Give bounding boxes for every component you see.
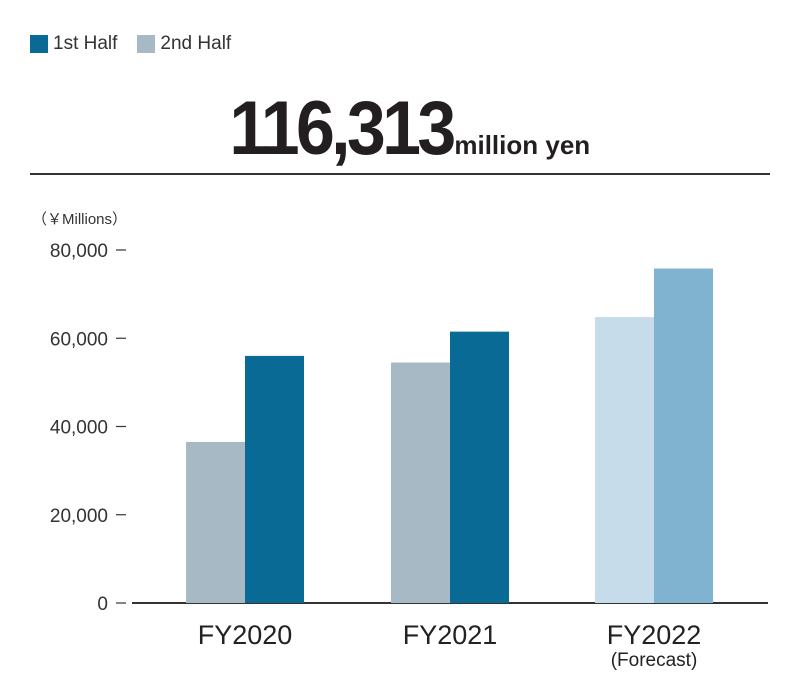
- headline-divider: [30, 173, 770, 175]
- x-tick-label: FY2022: [607, 620, 702, 650]
- bar-fy2021-left: [391, 362, 450, 603]
- legend-label-second-half: 2nd Half: [160, 33, 232, 54]
- bar-fy2020-right: [245, 355, 304, 603]
- legend-item-second-half: 2nd Half: [137, 33, 231, 55]
- bar-fy2022-left: [595, 317, 654, 603]
- x-tick-label: FY2020: [198, 620, 293, 650]
- y-axis-unit-label: （￥Millions）: [32, 211, 127, 228]
- headline-value: 116,313: [229, 86, 456, 171]
- headline-unit: million yen: [454, 130, 591, 160]
- legend-item-first-half: 1st Half: [30, 33, 117, 55]
- legend-swatch-first-half: [30, 35, 48, 53]
- y-tick-label: 60,000: [50, 329, 108, 350]
- legend: 1st Half 2nd Half: [30, 33, 251, 55]
- y-tick-label: 20,000: [50, 506, 108, 527]
- legend-swatch-second-half: [137, 35, 156, 53]
- bar-fy2020-left: [186, 441, 245, 603]
- y-tick-label: 0: [97, 594, 108, 615]
- bar-fy2022-right: [654, 268, 713, 603]
- headline: 116,313million yen: [0, 85, 800, 172]
- x-tick-label: FY2021: [403, 620, 498, 650]
- y-tick-label: 80,000: [50, 241, 108, 262]
- bar-fy2021-right: [450, 331, 509, 603]
- x-tick-note: (Forecast): [611, 650, 698, 671]
- legend-label-first-half: 1st Half: [53, 33, 118, 54]
- y-tick-label: 40,000: [50, 418, 108, 439]
